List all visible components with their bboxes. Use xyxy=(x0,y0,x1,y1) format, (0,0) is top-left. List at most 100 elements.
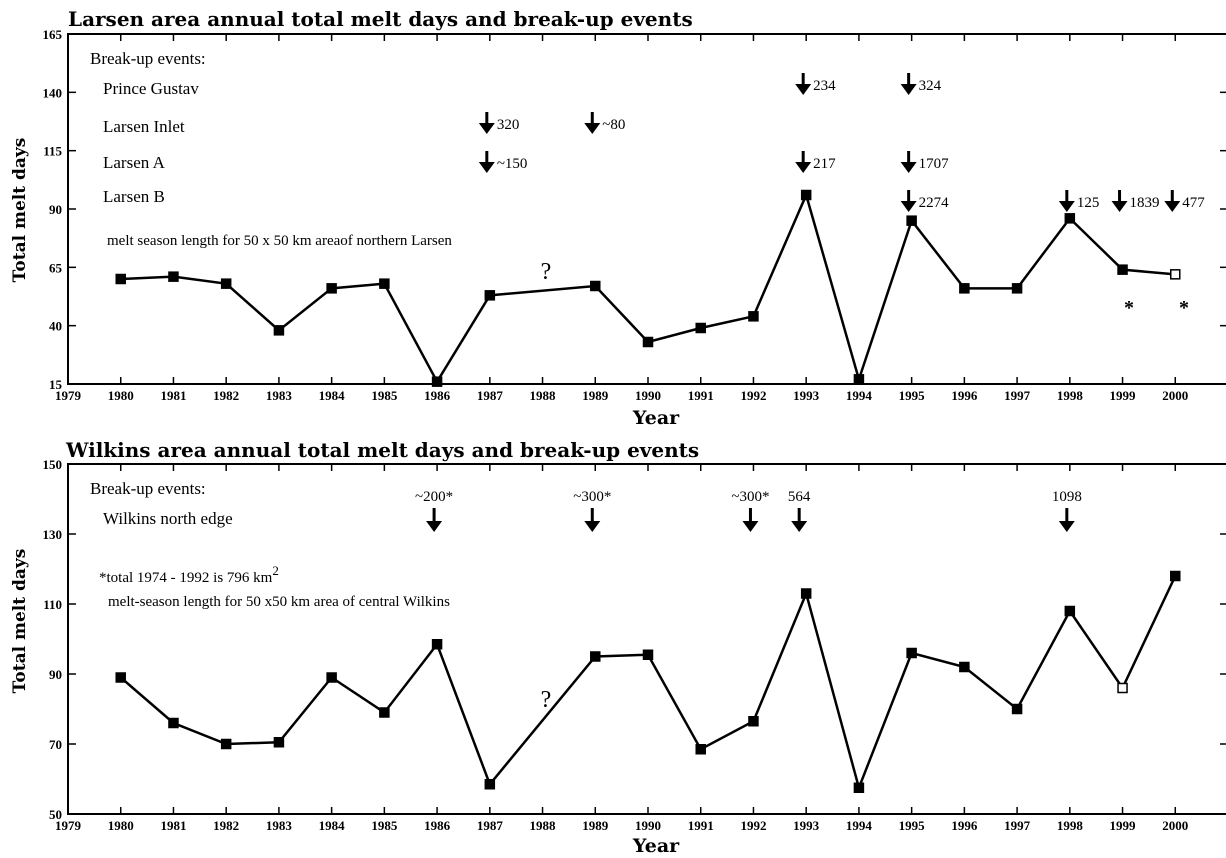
larsen-data-point xyxy=(642,336,654,348)
wilkins-breakup-value: ~200* xyxy=(415,489,453,505)
larsen-x-axis-label: Year xyxy=(632,407,680,429)
wilkins-x-axis-label: Year xyxy=(632,835,680,857)
larsen-breakup-value: 1839 xyxy=(1130,195,1160,211)
wilkins-y-tick-label: 90 xyxy=(49,667,62,682)
wilkins-data-point xyxy=(590,651,601,662)
wilkins-data-point xyxy=(273,737,285,748)
larsen-breakup-value: 324 xyxy=(919,78,942,94)
larsen-x-tick-label: 1983 xyxy=(266,388,293,403)
larsen-y-tick-label: 90 xyxy=(49,202,62,217)
wilkins-x-tick-label: 1989 xyxy=(582,818,609,833)
larsen-title: Larsen area annual total melt days and b… xyxy=(68,7,693,31)
wilkins-breakup-arrow xyxy=(742,508,759,532)
larsen-breakup-value: 1707 xyxy=(919,156,950,172)
wilkins-x-ticks: 1979 1980 1981 1982 1983 1984 1985 1986 1987 1988… xyxy=(55,464,1188,833)
wilkins-breakup-arrow xyxy=(1058,508,1075,532)
larsen-data-point xyxy=(431,376,443,387)
larsen-data-point xyxy=(1170,269,1181,280)
larsen-row-label: Larsen A xyxy=(103,153,166,172)
wilkins-x-tick-label: 1991 xyxy=(688,818,714,833)
wilkins-x-tick-label: 1985 xyxy=(371,818,398,833)
larsen-breakup-arrow xyxy=(900,190,917,212)
wilkins-y-tick-label: 50 xyxy=(49,807,62,822)
larsen-breakup-events: 234 324 320 ~80 ~150 217 1707 2274 125 1839 477 xyxy=(478,73,1205,212)
larsen-data-point xyxy=(959,283,970,294)
wilkins-x-tick-label: 1996 xyxy=(951,818,978,833)
wilkins-x-tick-label: 1988 xyxy=(530,818,557,833)
wilkins-row-label: Wilkins north edge xyxy=(103,509,233,528)
larsen-series-line xyxy=(120,191,1176,385)
wilkins-x-tick-label: 1990 xyxy=(635,818,661,833)
larsen-x-tick-label: 1993 xyxy=(793,388,820,403)
larsen-x-tick-label: 1996 xyxy=(951,388,978,403)
wilkins-data-point xyxy=(1064,605,1076,617)
larsen-plot-frame xyxy=(67,33,1226,385)
larsen-breakup-value: 2274 xyxy=(919,195,950,211)
wilkins-breakup-events: ~200* ~300* ~300* 564 1098 xyxy=(415,489,1082,532)
larsen-breakup-arrow xyxy=(1058,190,1075,212)
larsen-chart: Larsen area annual total melt days and b… xyxy=(10,7,1226,429)
wilkins-breakup-arrow xyxy=(426,508,443,532)
larsen-breakup-arrow xyxy=(1164,190,1181,212)
larsen-data-point xyxy=(748,311,759,322)
larsen-note: melt season length for 50 x 50 km areaof… xyxy=(107,233,452,249)
wilkins-data-point xyxy=(484,779,496,790)
larsen-data-point xyxy=(168,271,179,282)
wilkins-breakup-arrow xyxy=(791,508,808,532)
larsen-breakup-arrow xyxy=(795,151,812,173)
wilkins-chart: Wilkins area annual total melt days and … xyxy=(10,438,1226,857)
wilkins-title: Wilkins area annual total melt days and … xyxy=(65,438,699,462)
larsen-y-tick-label: 165 xyxy=(43,27,63,42)
larsen-x-tick-label: 1998 xyxy=(1057,388,1084,403)
larsen-x-ticks: 1979 1980 1981 1982 1983 1984 1985 1986 1987 1988… xyxy=(55,34,1188,403)
wilkins-x-tick-label: 1999 xyxy=(1110,818,1137,833)
wilkins-data-point xyxy=(168,717,179,729)
larsen-x-tick-label: 1992 xyxy=(740,388,766,403)
larsen-data-point xyxy=(695,322,706,334)
wilkins-data-point xyxy=(115,672,126,683)
wilkins-breakup-title: Break-up events: xyxy=(90,479,206,498)
wilkins-breakup-value: ~300* xyxy=(731,489,769,505)
larsen-x-tick-label: 1979 xyxy=(55,388,82,403)
larsen-x-tick-label: 1987 xyxy=(477,388,504,403)
larsen-y-tick-label: 115 xyxy=(43,144,62,159)
larsen-y-tick-label: 40 xyxy=(49,319,62,334)
larsen-breakup-arrow xyxy=(795,73,812,95)
larsen-breakup-value: 234 xyxy=(813,78,836,94)
wilkins-x-tick-label: 1980 xyxy=(108,818,134,833)
larsen-breakup-value: 320 xyxy=(497,117,520,133)
larsen-breakup-arrow xyxy=(900,73,917,95)
larsen-x-tick-label: 1982 xyxy=(213,388,239,403)
larsen-x-tick-label: 1994 xyxy=(846,388,873,403)
larsen-data-point xyxy=(800,189,812,201)
wilkins-breakup-value: 564 xyxy=(788,489,811,505)
larsen-breakup-value: 217 xyxy=(813,156,836,172)
larsen-x-tick-label: 1986 xyxy=(424,388,451,403)
wilkins-x-tick-label: 1979 xyxy=(55,818,82,833)
wilkins-x-tick-label: 1993 xyxy=(793,818,820,833)
larsen-breakup-arrow xyxy=(1111,190,1128,212)
larsen-x-tick-label: 1990 xyxy=(635,388,661,403)
larsen-x-tick-label: 1980 xyxy=(108,388,134,403)
wilkins-note-total: *total 1974 - 1992 is 796 km2 xyxy=(99,563,279,586)
wilkins-note: melt-season length for 50 x50 km area of… xyxy=(108,594,450,610)
larsen-breakup-arrow xyxy=(478,112,495,134)
larsen-y-tick-label: 140 xyxy=(43,85,63,100)
larsen-data-point xyxy=(115,273,126,285)
larsen-row-label: Larsen Inlet xyxy=(103,117,185,136)
wilkins-data-point xyxy=(695,744,706,755)
wilkins-x-tick-label: 2000 xyxy=(1162,818,1188,833)
wilkins-x-tick-label: 1987 xyxy=(477,818,504,833)
wilkins-breakup-value: 1098 xyxy=(1052,489,1082,505)
larsen-x-tick-label: 1997 xyxy=(1004,388,1031,403)
larsen-x-tick-label: 1984 xyxy=(319,388,346,403)
wilkins-data-point xyxy=(642,649,654,660)
larsen-breakup-value: 125 xyxy=(1077,195,1100,211)
larsen-breakup-value: ~80 xyxy=(602,117,625,133)
wilkins-y-tick-label: 130 xyxy=(43,527,63,542)
wilkins-data-point xyxy=(379,707,390,718)
wilkins-x-tick-label: 1984 xyxy=(319,818,346,833)
wilkins-data-point xyxy=(853,782,865,793)
larsen-breakup-arrow xyxy=(478,151,495,173)
